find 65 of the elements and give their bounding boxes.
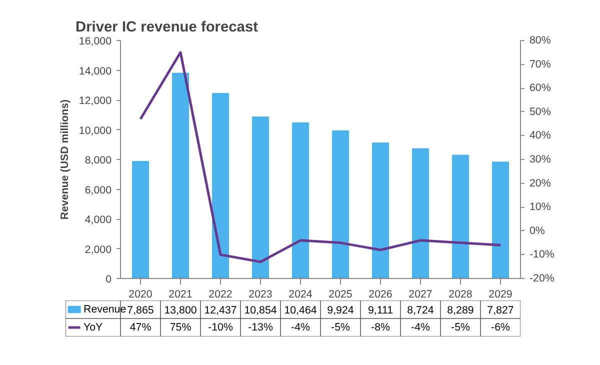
data-label: -5% [451,322,470,334]
y-tick-label: 2,000 [84,244,112,256]
bar [332,130,349,278]
x-tick-label: 2025 [328,288,352,300]
bar [212,93,229,278]
data-label: 9,924 [327,304,354,316]
y2-tick-label: 20% [530,177,552,190]
data-label: 13,800 [164,304,197,316]
data-label: 10,464 [284,304,317,316]
x-tick-label: 2023 [248,288,272,300]
y-tick-label: 12,000 [78,95,112,107]
data-label: 8,724 [407,304,434,316]
data-label: 7,827 [487,304,514,316]
y2-tick-label: 30% [530,154,552,166]
data-label: -4% [291,322,310,334]
bar [412,148,429,278]
y-tick-label: 0 [106,274,112,286]
y-tick-label: 6,000 [84,184,112,196]
y-tick-label: 4,000 [84,214,112,226]
bar [492,162,509,278]
data-label: 75% [170,322,192,334]
chart-title: Driver IC revenue forecast [76,20,258,36]
data-label: -8% [371,322,390,334]
line-series [139,51,502,264]
y2-tick-label: 50% [530,106,552,118]
x-tick-label: 2022 [208,288,232,300]
data-label: -10% [208,322,234,334]
bar [172,72,189,278]
x-tick-label: 2021 [168,288,192,300]
x-tick-label: 2028 [448,288,472,300]
y2-tick-label: 80% [530,34,552,46]
bar [372,142,389,278]
data-label: 8,289 [447,304,474,316]
data-label: 7,865 [127,304,154,316]
data-label: -13% [248,322,274,334]
y-tick-label: 14,000 [78,65,112,78]
y-tick-label: 10,000 [78,124,112,137]
x-tick-label: 2027 [408,288,432,300]
x-tick-label: 2029 [488,288,512,300]
data-label: -5% [331,322,350,334]
x-tick-label: 2026 [368,288,392,300]
data-label: 47% [130,322,152,334]
data-label: 9,111 [368,304,394,316]
y2-tick-label: 60% [530,82,552,94]
y2-tick-label: -20% [530,272,555,284]
x-tick-label: 2020 [128,288,152,300]
bar [252,116,269,278]
y2-tick-label: 70% [530,58,552,70]
bar [292,122,309,278]
data-label: 10,854 [244,304,277,316]
y2-tick-label: -10% [530,248,555,261]
y-axis-title: Revenue (USD millions) [58,98,71,220]
data-label: -4% [411,322,430,334]
y2-tick-label: 0% [530,224,546,237]
bar [132,161,149,278]
data-label: 12,437 [204,304,237,316]
y2-tick-label: 10% [530,201,552,214]
y2-tick-label: 40% [530,130,552,142]
legend-label: YoY [84,322,103,334]
data-label: -6% [491,322,510,334]
y-tick-label: 16,000 [78,36,112,48]
bar [452,154,469,278]
legend-label: Revenue [84,304,126,316]
x-tick-label: 2024 [288,288,312,300]
y-tick-label: 8,000 [84,154,112,166]
